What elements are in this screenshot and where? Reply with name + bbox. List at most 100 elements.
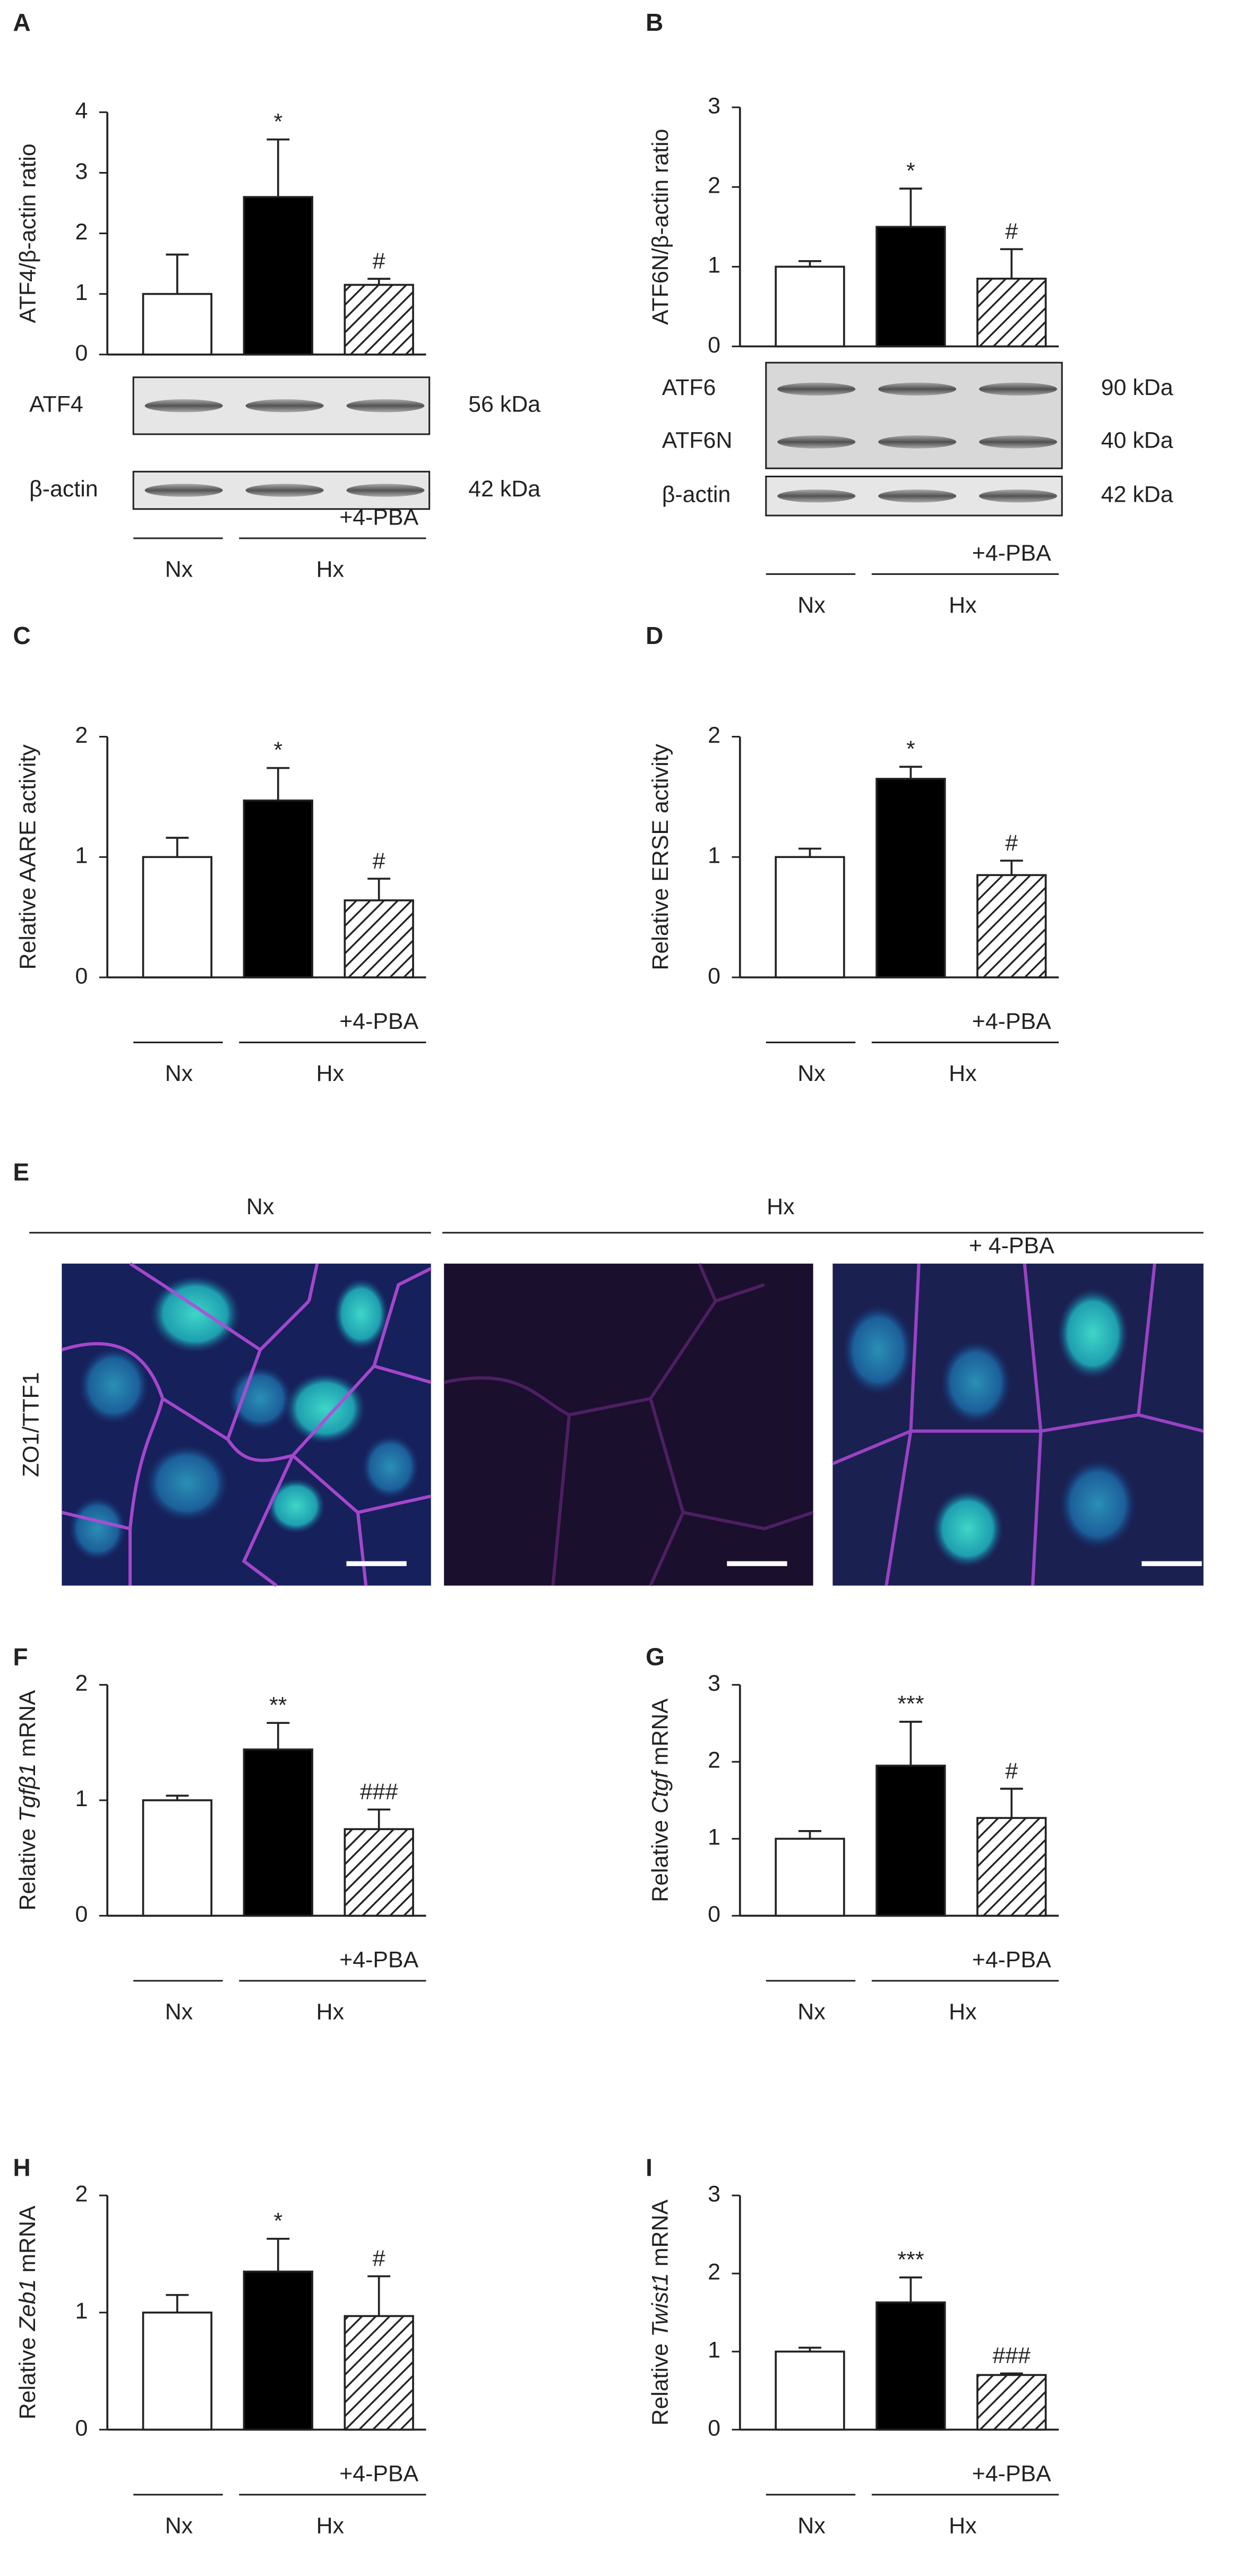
- y-tick-label: 2: [75, 1671, 88, 1696]
- blot-band: [979, 435, 1058, 449]
- bar: [876, 778, 946, 978]
- band-label: β-actin: [662, 482, 731, 508]
- bar: [775, 856, 845, 978]
- bar: [142, 1799, 213, 1917]
- chart-panel: G 0 1 2 3 Relative Ctgf mRNA *** # +4-PBA Nx Hx: [646, 1643, 1059, 2024]
- y-axis-label: Relative AARE activity: [15, 744, 40, 970]
- bar: [876, 1764, 946, 1917]
- panel-letter: G: [646, 1643, 665, 1671]
- significance-label: #: [1005, 1758, 1018, 1784]
- y-tick-label: 3: [708, 1671, 720, 1696]
- treatment-label: +4-PBA: [339, 1947, 418, 1972]
- y-tick-label: 1: [75, 843, 88, 869]
- y-tick-label: 1: [75, 280, 88, 305]
- blot-band: [245, 484, 324, 497]
- group-label: Hx: [316, 2513, 344, 2538]
- group-label: Nx: [165, 2513, 193, 2538]
- chart-panel: B 0 1 2 3 ATF6N/β-actin ratio * # +4-PBA Nx Hx ATF6…: [646, 8, 1173, 618]
- blot-box: [765, 362, 1063, 469]
- bar: [976, 1817, 1047, 1917]
- treatment-label: +4-PBA: [339, 2461, 418, 2486]
- bar: [142, 2311, 213, 2431]
- bar: [775, 2350, 845, 2431]
- significance-label: ***: [897, 1691, 924, 1717]
- y-tick-label: 1: [75, 2298, 88, 2324]
- panel-letter: E: [13, 1158, 30, 1186]
- y-tick-label: 1: [708, 1825, 720, 1850]
- y-tick-label: 0: [75, 963, 88, 989]
- y-tick-label: 1: [708, 843, 720, 869]
- group-label: Nx: [797, 1999, 825, 2024]
- significance-label: *: [906, 736, 915, 762]
- band-size: 56 kDa: [468, 392, 540, 417]
- group-label: Nx: [165, 1061, 193, 1086]
- bar: [243, 196, 313, 356]
- y-tick-label: 1: [708, 2338, 720, 2363]
- significance-label: #: [1005, 219, 1018, 244]
- chart-panel: C 0 1 2 Relative AARE activity * # +4-PBA Nx Hx: [13, 622, 426, 1086]
- bar: [142, 856, 213, 978]
- y-tick-label: 3: [75, 159, 88, 184]
- band-label: ATF6N: [662, 428, 733, 453]
- blot-band: [777, 490, 856, 503]
- group-label: Nx: [165, 1999, 193, 2024]
- significance-label: #: [373, 2246, 385, 2271]
- bar: [775, 265, 845, 348]
- significance-label: **: [269, 1693, 287, 1718]
- y-label-text: Relative: [15, 2337, 40, 2419]
- blot-band: [878, 382, 957, 396]
- group-label: Nx: [165, 556, 193, 582]
- bar: [976, 2374, 1047, 2431]
- blot-band: [144, 399, 223, 413]
- blot-band: [245, 399, 324, 413]
- y-tick-label: 0: [708, 332, 720, 358]
- y-tick-label: 1: [708, 253, 720, 278]
- micrograph-hx-4pba: [832, 1263, 1204, 1586]
- group-label: Hx: [316, 556, 344, 582]
- y-label-text: mRNA: [15, 2205, 40, 2273]
- panel-letter: H: [13, 2153, 31, 2181]
- bar: [344, 899, 414, 978]
- blot-band: [979, 490, 1058, 503]
- group-label: Nx: [797, 1061, 825, 1086]
- y-tick-label: 1: [75, 1786, 88, 1811]
- significance-label: ***: [897, 2247, 924, 2272]
- y-label-gene: Ctgf: [648, 1770, 673, 1814]
- y-axis-label: ATF6N/β-actin ratio: [648, 129, 673, 325]
- y-label-text: Relative: [648, 2343, 673, 2426]
- chart-panel: D 0 1 2 Relative ERSE activity * # +4-PBA Nx Hx: [646, 622, 1059, 1086]
- blot-band: [346, 484, 425, 497]
- y-label-text: Relative: [648, 1820, 673, 1902]
- y-tick-label: 0: [708, 2416, 720, 2441]
- y-label-gene: Tgfβ1: [15, 1763, 40, 1822]
- significance-label: ###: [360, 1779, 398, 1805]
- y-tick-label: 3: [708, 2182, 720, 2207]
- significance-label: *: [273, 109, 282, 134]
- bar: [142, 293, 213, 356]
- treatment-label: +4-PBA: [972, 1947, 1051, 1972]
- significance-label: ###: [993, 2343, 1031, 2368]
- band-label: ATF4: [29, 392, 83, 417]
- y-tick-label: 0: [75, 2416, 88, 2441]
- group-label: Hx: [949, 1999, 976, 2024]
- blot-band: [979, 382, 1058, 396]
- treatment-label: +4-PBA: [339, 1009, 418, 1034]
- treatment-label: +4-PBA: [972, 1009, 1051, 1034]
- y-tick-label: 2: [75, 723, 88, 748]
- significance-label: *: [273, 737, 282, 763]
- blot-band: [878, 435, 957, 449]
- bar: [243, 2270, 313, 2431]
- bar: [775, 1837, 845, 1917]
- group-label: Hx: [316, 1999, 344, 2024]
- significance-label: *: [906, 158, 915, 184]
- blot-band: [144, 484, 223, 497]
- bar: [344, 2315, 414, 2431]
- blot-band: [346, 399, 425, 413]
- y-tick-label: 0: [75, 1902, 88, 1927]
- y-tick-label: 0: [75, 340, 88, 366]
- panel-letter: D: [646, 622, 663, 649]
- bar: [344, 284, 414, 356]
- y-axis-label: Relative Zeb1 mRNA: [15, 2205, 40, 2419]
- stain-label: ZO1/TTF1: [19, 1372, 44, 1477]
- band-size: 42 kDa: [468, 476, 540, 502]
